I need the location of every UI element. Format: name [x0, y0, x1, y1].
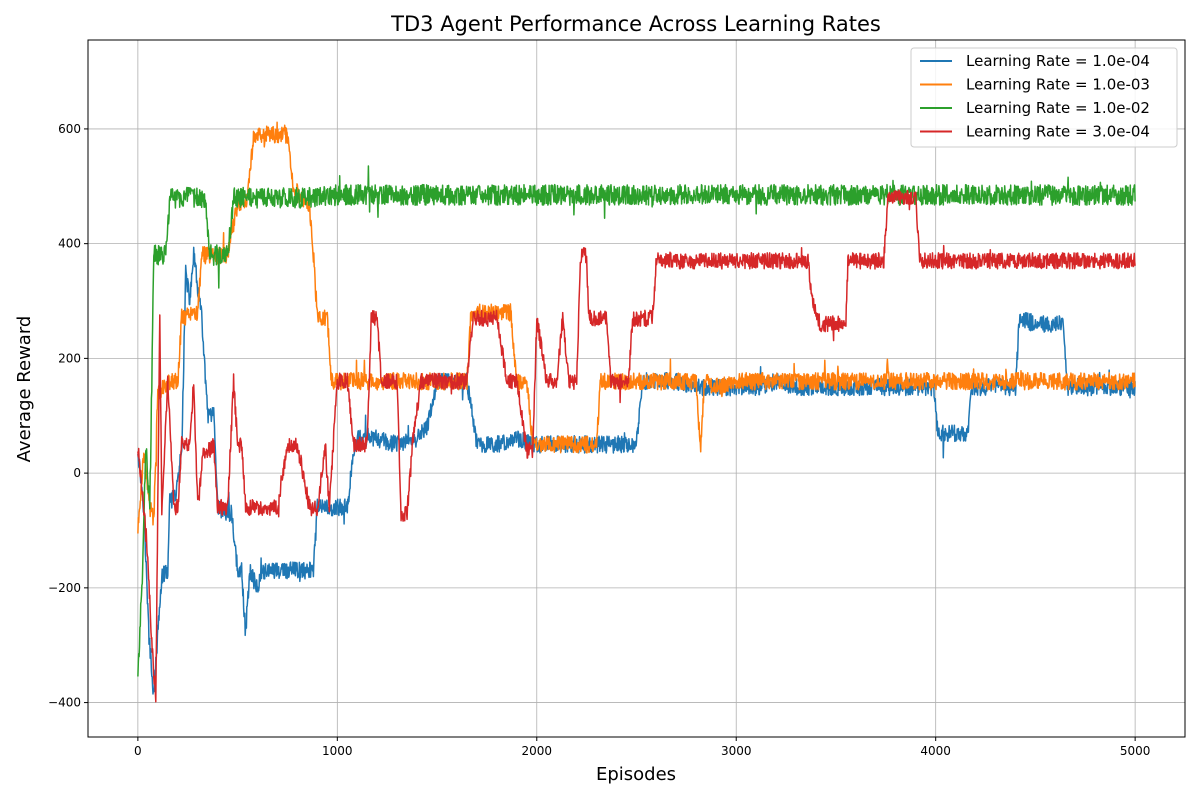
legend-frame [910, 47, 1178, 148]
x-axis-title: Episodes [596, 764, 676, 785]
legend-label: Learning Rate = 1.0e-03 [966, 76, 1150, 94]
x-tick-label: 0 [134, 744, 142, 758]
y-tick-label: 200 [58, 351, 81, 365]
legend-label: Learning Rate = 1.0e-04 [966, 52, 1150, 70]
x-tick-label: 2000 [521, 744, 552, 758]
legend: Learning Rate = 1.0e-04 Learning Rate = 1… [910, 47, 1178, 148]
x-tick-label: 3000 [721, 744, 752, 758]
y-tick-label: −400 [48, 696, 81, 710]
chart-title: TD3 Agent Performance Across Learning Ra… [390, 12, 881, 36]
series-line [137, 246, 1136, 695]
y-tick-label: 0 [73, 466, 81, 480]
series-layer [137, 121, 1136, 703]
legend-items: Learning Rate = 1.0e-04 Learning Rate = 1… [920, 52, 1150, 141]
series-line [137, 165, 1136, 677]
y-axis-title: Average Reward [14, 316, 35, 463]
series-line [137, 121, 1136, 534]
x-tick-label: 1000 [322, 744, 353, 758]
plot-frame [87, 39, 1186, 738]
legend-label: Learning Rate = 1.0e-02 [966, 99, 1150, 117]
y-tick-label: 600 [58, 122, 81, 136]
y-tick-label: −200 [48, 581, 81, 595]
x-tick-label: 4000 [920, 744, 951, 758]
x-tick-label: 5000 [1120, 744, 1151, 758]
legend-label: Learning Rate = 3.0e-04 [966, 123, 1150, 141]
y-tick-label: 400 [58, 237, 81, 251]
tick-layer: 0 1000 2000 3000 4000 5000 −400 −200 0 200 400 600 [48, 122, 1150, 758]
series-line [137, 189, 1136, 703]
